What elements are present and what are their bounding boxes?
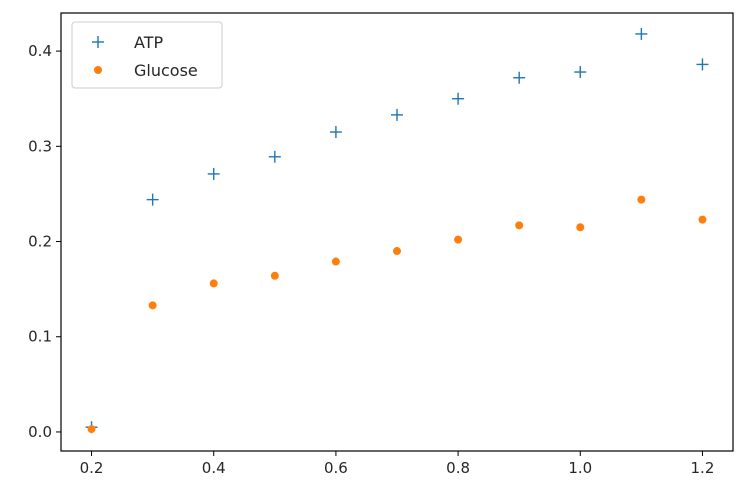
point-glucose	[87, 425, 96, 434]
point-glucose	[698, 215, 707, 224]
point-atp	[574, 66, 587, 79]
plot-frame	[60, 12, 734, 452]
point-glucose	[270, 271, 279, 280]
legend: ATP Glucose	[71, 21, 223, 89]
point-atp	[146, 193, 159, 206]
point-atp	[329, 126, 342, 139]
x-tick-label: 1.2	[691, 459, 715, 477]
point-glucose	[209, 279, 218, 288]
point-glucose	[454, 235, 463, 244]
point-glucose	[576, 223, 585, 232]
point-atp	[207, 167, 220, 180]
x-tick-label: 0.6	[324, 459, 348, 477]
point-glucose	[637, 195, 646, 204]
legend-marker-glucose	[94, 66, 102, 74]
point-glucose	[393, 247, 401, 256]
y-tick-label: 0.0	[28, 423, 52, 441]
legend-box	[71, 21, 223, 89]
legend-label-glucose: Glucose	[134, 61, 198, 80]
y-tick-label: 0.1	[28, 328, 52, 346]
y-tick-label: 0.2	[28, 233, 52, 251]
series-layer	[85, 27, 709, 434]
point-atp	[391, 108, 403, 121]
point-atp	[696, 58, 709, 71]
legend-items: ATP Glucose	[92, 33, 198, 80]
series-glucose	[87, 195, 707, 434]
x-tick-label: 0.2	[80, 459, 104, 477]
y-tick-label: 0.3	[28, 137, 52, 155]
legend-marker-atp	[92, 36, 104, 48]
x-tick-label: 1.0	[568, 459, 592, 477]
legend-label-atp: ATP	[134, 33, 163, 52]
x-tick-label: 0.8	[446, 459, 470, 477]
point-atp	[268, 150, 281, 163]
point-atp	[452, 92, 465, 105]
series-atp	[85, 27, 709, 434]
x-tick-label: 0.4	[202, 459, 226, 477]
y-tick-label: 0.4	[28, 42, 52, 60]
axis-ticks: 0.2 0.4 0.6 0.8 1.0 1.2 0.0 0.1 0.2 0.3 0.4	[28, 42, 714, 477]
point-atp	[513, 71, 526, 84]
point-atp	[635, 27, 648, 40]
point-glucose	[148, 301, 157, 310]
point-glucose	[331, 257, 340, 266]
point-glucose	[515, 221, 524, 230]
